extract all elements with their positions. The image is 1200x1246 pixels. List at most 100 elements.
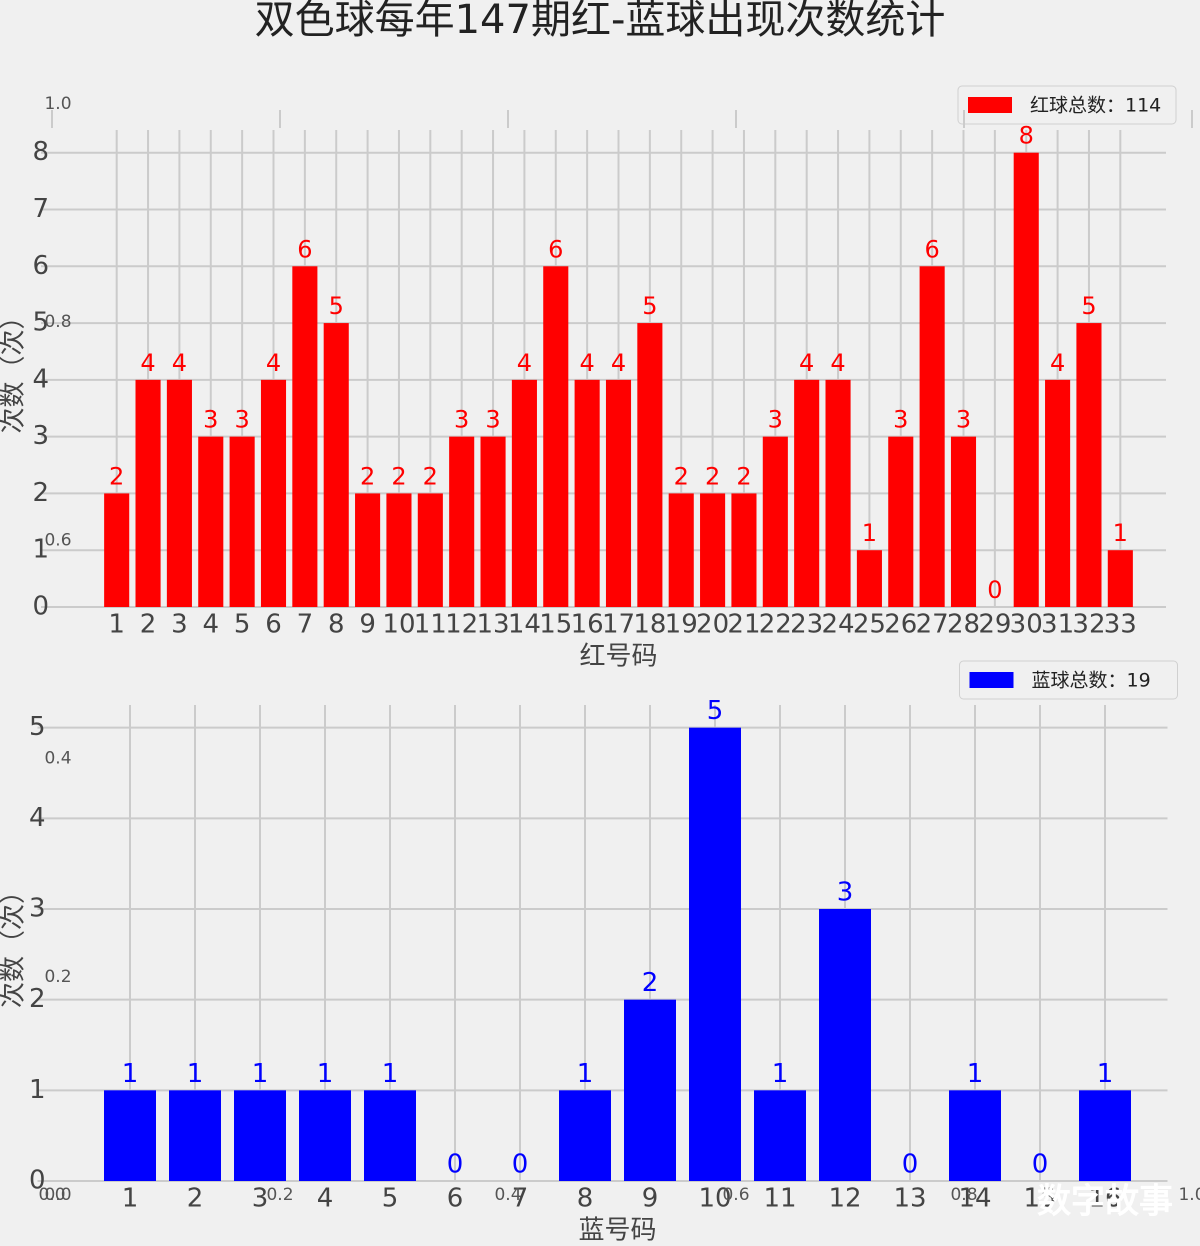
bar <box>668 493 694 607</box>
bar <box>323 323 349 607</box>
x-tick-label: 30 <box>1010 610 1043 640</box>
x-tick-label: 5 <box>382 1184 399 1214</box>
x-tick-label: 14 <box>958 1184 991 1214</box>
value-label: 1 <box>1097 1059 1114 1089</box>
value-label: 1 <box>862 519 877 547</box>
x-tick-label: 15 <box>539 610 572 640</box>
legend-box <box>957 85 1177 125</box>
bar <box>700 493 726 607</box>
bar <box>260 379 287 607</box>
legend-swatch <box>969 672 1014 688</box>
value-label: 1 <box>577 1059 594 1089</box>
value-label: 8 <box>1019 122 1034 150</box>
x-tick-label: 3 <box>171 610 188 640</box>
value-label: 0 <box>447 1150 464 1180</box>
bar <box>364 1090 416 1181</box>
bar <box>1045 379 1071 607</box>
x-tick-label: 16 <box>571 610 604 640</box>
bg-y-tick-label: 0.0 <box>44 1185 71 1205</box>
value-label: 1 <box>1113 519 1128 547</box>
y-axis-label: 次数（次） <box>0 303 29 433</box>
x-tick-label: 14 <box>508 610 541 640</box>
x-axis-label: 红号码 <box>579 642 657 672</box>
x-tick-label: 5 <box>234 610 251 640</box>
x-tick-label: 4 <box>202 610 219 640</box>
bar <box>762 436 788 607</box>
x-tick-label: 2 <box>187 1184 204 1214</box>
watermark: 数字故事 <box>1037 1182 1173 1222</box>
x-tick-label: 21 <box>727 610 760 640</box>
x-tick-label: 25 <box>853 610 886 640</box>
value-label: 0 <box>902 1150 919 1180</box>
value-label: 1 <box>252 1059 269 1089</box>
bar <box>449 436 475 607</box>
x-tick-label: 9 <box>642 1184 659 1214</box>
x-tick-label: 2 <box>140 610 157 640</box>
x-tick-label: 1 <box>122 1184 139 1214</box>
value-label: 4 <box>611 349 626 377</box>
y-tick-label: 1 <box>29 1075 46 1105</box>
x-tick-label: 4 <box>317 1184 334 1214</box>
bg-y-tick-label: 0.6 <box>44 530 71 550</box>
y-tick-label: 8 <box>32 137 49 167</box>
bar <box>794 379 820 607</box>
bar <box>754 1090 806 1181</box>
bar <box>511 379 537 607</box>
x-tick-label: 15 <box>1023 1184 1056 1214</box>
value-label: 2 <box>423 462 438 490</box>
legend-box <box>959 660 1178 700</box>
y-tick-label: 6 <box>32 251 49 281</box>
x-tick-label: 11 <box>414 610 447 640</box>
bar <box>104 1090 156 1181</box>
x-tick-label: 8 <box>577 1184 594 1214</box>
bg-y-tick-label: 0.2 <box>44 967 71 987</box>
bar <box>825 379 851 607</box>
bar <box>1076 323 1102 607</box>
value-label: 4 <box>830 349 845 377</box>
value-label: 2 <box>391 462 406 490</box>
value-label: 4 <box>517 349 532 377</box>
y-tick-label: 5 <box>29 712 46 742</box>
y-axis-label: 次数（次） <box>0 878 29 1008</box>
value-label: 4 <box>172 349 187 377</box>
value-label: 3 <box>234 406 249 434</box>
value-label: 6 <box>297 235 312 263</box>
y-tick-label: 7 <box>32 194 49 224</box>
x-tick-label: 33 <box>1104 610 1137 640</box>
x-tick-label: 7 <box>512 1184 529 1214</box>
value-label: 2 <box>109 462 124 490</box>
value-label: 4 <box>579 349 594 377</box>
bar <box>1107 550 1133 607</box>
value-label: 2 <box>642 968 659 998</box>
bar <box>856 550 882 607</box>
x-tick-label: 28 <box>947 610 980 640</box>
value-label: 6 <box>924 235 939 263</box>
bar <box>234 1090 286 1181</box>
bar <box>574 379 600 607</box>
value-label: 1 <box>382 1059 399 1089</box>
value-label: 5 <box>329 292 344 320</box>
x-tick-label: 12 <box>445 610 478 640</box>
x-tick-label: 17 <box>602 610 635 640</box>
x-tick-label: 7 <box>297 610 314 640</box>
x-axis-label: 蓝号码 <box>578 1216 656 1246</box>
value-label: 3 <box>837 878 854 908</box>
value-label: 5 <box>642 292 657 320</box>
bar <box>949 1090 1001 1181</box>
legend-label: 红球总数：114 <box>1030 95 1161 117</box>
value-label: 0 <box>1032 1150 1049 1180</box>
bar <box>543 266 569 607</box>
bar <box>1013 152 1039 607</box>
value-label: 4 <box>140 349 155 377</box>
bar <box>1079 1090 1131 1181</box>
x-tick-label: 29 <box>978 610 1011 640</box>
value-label: 4 <box>266 349 281 377</box>
bar <box>166 379 192 607</box>
x-tick-label: 11 <box>763 1184 796 1214</box>
bar <box>888 436 914 607</box>
bar <box>605 379 632 607</box>
value-label: 4 <box>1050 349 1065 377</box>
bg-x-tick-label: 0.2 <box>266 1185 293 1205</box>
